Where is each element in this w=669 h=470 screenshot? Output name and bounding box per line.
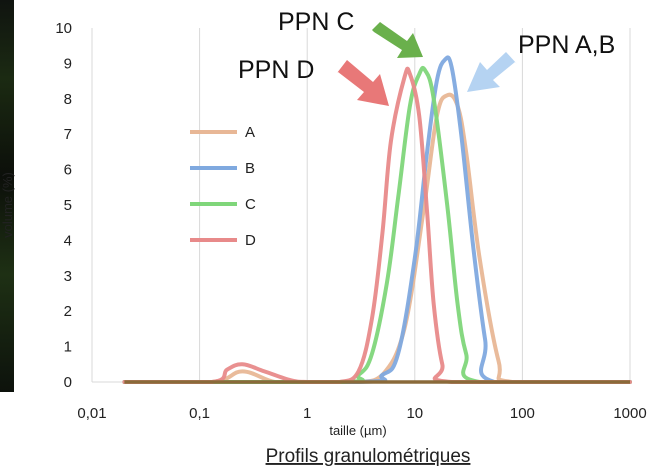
series-line-b <box>122 55 632 385</box>
y-tick-label: 8 <box>64 91 72 108</box>
ppn-d-arrow-icon <box>337 60 389 106</box>
x-axis-title: taille (µm) <box>329 423 386 438</box>
figure-caption: Profils granulométriques <box>266 446 471 467</box>
y-tick-label: 2 <box>64 303 72 320</box>
legend: A B C D <box>190 124 256 249</box>
x-tick-labels: 0,01 0,1 1 10 100 1000 <box>77 405 646 422</box>
y-tick-label: 6 <box>64 162 72 179</box>
y-tick-label: 0 <box>64 374 72 391</box>
ppn-c-arrow-icon <box>372 22 423 58</box>
legend-label-a: A <box>245 124 255 141</box>
legend-label-b: B <box>245 160 255 177</box>
y-axis-title: volume (%) <box>0 172 15 238</box>
y-tick-label: 10 <box>55 20 72 37</box>
y-tick-label: 5 <box>64 197 72 214</box>
y-tick-label: 7 <box>64 126 72 143</box>
legend-label-c: C <box>245 196 256 213</box>
x-tick-label: 0,1 <box>189 405 210 422</box>
y-tick-label: 9 <box>64 55 72 72</box>
y-tick-label: 3 <box>64 268 72 285</box>
x-tick-label: 1 <box>303 405 311 422</box>
annotation-ppn-d: PPN D <box>238 56 314 84</box>
background-photo-strip <box>0 0 14 392</box>
y-tick-label: 1 <box>64 339 72 356</box>
annotation-ppn-ab: PPN A,B <box>518 31 615 59</box>
series-line-c <box>122 65 632 385</box>
x-tick-label: 1000 <box>613 405 646 422</box>
annotation-ppn-c: PPN C <box>278 8 354 36</box>
series-layer <box>122 55 632 385</box>
x-tick-label: 10 <box>406 405 423 422</box>
x-tick-label: 0,01 <box>77 405 106 422</box>
annotations: PPN C PPN D PPN A,B <box>238 8 615 106</box>
legend-label-d: D <box>245 232 256 249</box>
x-tick-label: 100 <box>510 405 535 422</box>
series-line-d <box>122 66 632 385</box>
ppn-ab-arrow-icon <box>467 52 517 92</box>
y-tick-label: 4 <box>64 232 72 249</box>
y-tick-labels: 0 1 2 3 4 5 6 7 8 9 10 <box>55 20 72 391</box>
